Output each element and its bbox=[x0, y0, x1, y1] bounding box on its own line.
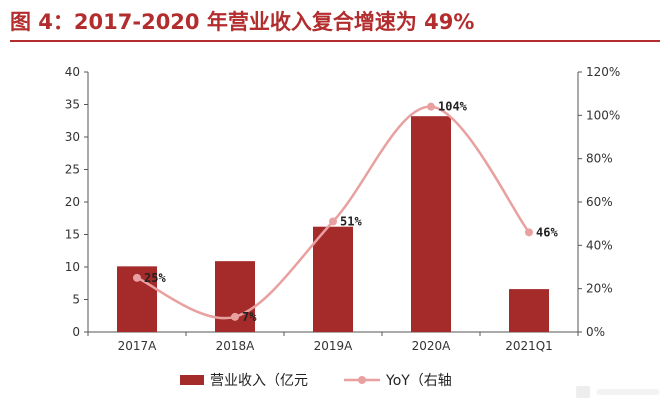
bar bbox=[411, 116, 451, 332]
legend-bar-label: 营业收入（亿元 bbox=[210, 373, 308, 389]
yoy-data-label: 51% bbox=[340, 215, 362, 229]
chart-title: 图 4：2017-2020 年营业收入复合增速为 49% bbox=[10, 10, 475, 34]
legend-line-marker bbox=[358, 376, 366, 384]
x-tick-label: 2021Q1 bbox=[505, 339, 553, 353]
watermark-logo bbox=[576, 386, 660, 398]
yoy-data-label: 7% bbox=[242, 310, 257, 324]
right-tick-label: 80% bbox=[586, 152, 613, 166]
left-tick-label: 10 bbox=[65, 260, 80, 274]
yoy-line bbox=[136, 105, 530, 320]
yoy-point bbox=[525, 228, 533, 237]
yoy-point bbox=[427, 102, 435, 111]
x-tick-label: 2017A bbox=[118, 339, 158, 353]
bar bbox=[509, 289, 549, 332]
yoy-point bbox=[329, 217, 337, 226]
right-tick-label: 0% bbox=[586, 325, 605, 339]
left-tick-label: 25 bbox=[65, 163, 80, 177]
x-tick-label: 2018A bbox=[216, 339, 256, 353]
legend-line-label: YoY（右轴 bbox=[385, 373, 452, 389]
left-tick-label: 20 bbox=[65, 195, 80, 209]
left-tick-label: 30 bbox=[65, 130, 80, 144]
yoy-line-series: 25% 7% 51% 104% 46% bbox=[133, 100, 558, 324]
yoy-point bbox=[133, 273, 141, 282]
bar bbox=[313, 226, 353, 332]
legend-bar-swatch bbox=[180, 375, 204, 385]
x-tick-label: 2019A bbox=[314, 339, 354, 353]
left-tick-label: 5 bbox=[72, 293, 80, 307]
left-tick-label: 0 bbox=[72, 325, 80, 339]
left-tick-label: 35 bbox=[65, 98, 80, 112]
bar-series bbox=[117, 116, 549, 332]
title-underline bbox=[10, 40, 660, 42]
x-tick-label: 2020A bbox=[412, 339, 452, 353]
right-tick-label: 100% bbox=[586, 108, 620, 122]
yoy-data-label: 25% bbox=[144, 271, 166, 285]
yoy-point bbox=[231, 312, 239, 321]
chart-axes: 0 5 10 15 20 25 30 35 40 0% 20% 40% 60% 80% 100% 120% 20… bbox=[65, 65, 621, 353]
right-tick-label: 40% bbox=[586, 238, 613, 252]
yoy-data-label: 104% bbox=[438, 100, 468, 114]
right-tick-label: 120% bbox=[586, 65, 620, 79]
left-tick-label: 40 bbox=[65, 65, 80, 79]
yoy-data-label: 46% bbox=[536, 225, 558, 239]
right-tick-label: 20% bbox=[586, 282, 613, 296]
legend: 营业收入（亿元 YoY（右轴 bbox=[180, 373, 452, 389]
right-tick-label: 60% bbox=[586, 195, 613, 209]
left-tick-label: 15 bbox=[65, 228, 80, 242]
